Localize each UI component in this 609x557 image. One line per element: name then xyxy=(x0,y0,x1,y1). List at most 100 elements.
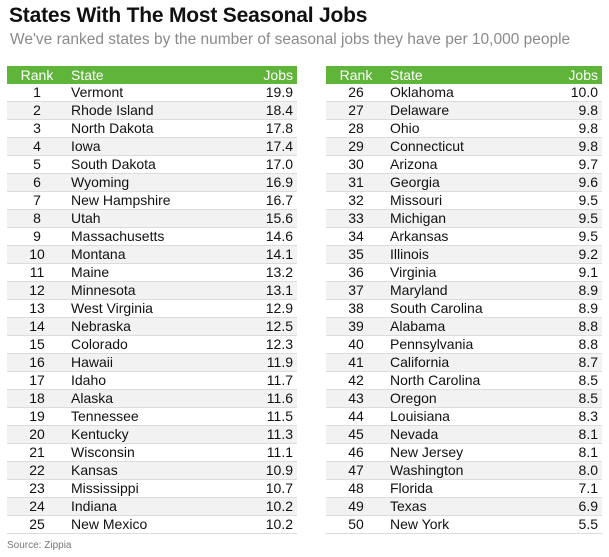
rank-cell: 22 xyxy=(7,461,67,480)
state-cell: Washington xyxy=(386,461,536,480)
table-row: 28 Ohio 9.8 xyxy=(326,119,602,138)
jobs-cell: 8.5 xyxy=(536,371,602,390)
rank-cell: 24 xyxy=(7,497,67,516)
jobs-cell: 9.6 xyxy=(536,173,602,192)
rank-cell: 2 xyxy=(7,101,67,120)
jobs-cell: 8.1 xyxy=(536,425,602,444)
jobs-cell: 11.6 xyxy=(227,389,297,408)
jobs-cell: 11.9 xyxy=(227,353,297,372)
state-cell: Delaware xyxy=(386,101,536,120)
rank-cell: 23 xyxy=(7,479,67,498)
table-row: 48 Florida 7.1 xyxy=(326,479,602,498)
rank-cell: 48 xyxy=(326,479,386,498)
column-header-jobs: Jobs xyxy=(227,66,297,84)
table-row: 39 Alabama 8.8 xyxy=(326,317,602,336)
rank-cell: 6 xyxy=(7,173,67,192)
chart-subtitle: We've ranked states by the number of sea… xyxy=(10,31,571,48)
rank-cell: 25 xyxy=(7,515,67,534)
jobs-cell: 9.5 xyxy=(536,227,602,246)
jobs-cell: 14.1 xyxy=(227,245,297,264)
rank-cell: 11 xyxy=(7,263,67,282)
rank-cell: 21 xyxy=(7,443,67,462)
table-row: 18 Alaska 11.6 xyxy=(7,389,297,408)
rank-cell: 20 xyxy=(7,425,67,444)
rank-cell: 32 xyxy=(326,191,386,210)
table-row: 10 Montana 14.1 xyxy=(7,245,297,264)
state-cell: South Dakota xyxy=(67,155,227,174)
state-cell: Alabama xyxy=(386,317,536,336)
table-row: 49 Texas 6.9 xyxy=(326,497,602,516)
table-row: 17 Idaho 11.7 xyxy=(7,371,297,390)
rank-cell: 49 xyxy=(326,497,386,516)
table-row: 14 Nebraska 12.5 xyxy=(7,317,297,336)
jobs-cell: 8.1 xyxy=(536,443,602,462)
rank-cell: 13 xyxy=(7,299,67,318)
rank-cell: 9 xyxy=(7,227,67,246)
rank-cell: 35 xyxy=(326,245,386,264)
state-cell: Nebraska xyxy=(67,317,227,336)
rank-cell: 18 xyxy=(7,389,67,408)
state-cell: Michigan xyxy=(386,209,536,228)
rank-cell: 12 xyxy=(7,281,67,300)
state-cell: Louisiana xyxy=(386,407,536,426)
rank-cell: 14 xyxy=(7,317,67,336)
table-row: 2 Rhode Island 18.4 xyxy=(7,101,297,120)
state-cell: North Dakota xyxy=(67,119,227,138)
state-cell: Indiana xyxy=(67,497,227,516)
rank-cell: 8 xyxy=(7,209,67,228)
jobs-cell: 10.7 xyxy=(227,479,297,498)
table-row: 31 Georgia 9.6 xyxy=(326,173,602,192)
jobs-cell: 8.8 xyxy=(536,335,602,354)
table-row: 33 Michigan 9.5 xyxy=(326,209,602,228)
state-cell: North Carolina xyxy=(386,371,536,390)
state-cell: Minnesota xyxy=(67,281,227,300)
state-cell: Ohio xyxy=(386,119,536,138)
column-header-state: State xyxy=(67,66,227,84)
jobs-cell: 10.2 xyxy=(227,497,297,516)
rank-cell: 5 xyxy=(7,155,67,174)
jobs-cell: 14.6 xyxy=(227,227,297,246)
table-row: 20 Kentucky 11.3 xyxy=(7,425,297,444)
state-cell: Nevada xyxy=(386,425,536,444)
rank-cell: 33 xyxy=(326,209,386,228)
table-row: 11 Maine 13.2 xyxy=(7,263,297,282)
jobs-cell: 12.9 xyxy=(227,299,297,318)
table-row: 4 Iowa 17.4 xyxy=(7,137,297,156)
rank-cell: 30 xyxy=(326,155,386,174)
jobs-cell: 9.8 xyxy=(536,119,602,138)
jobs-cell: 8.9 xyxy=(536,281,602,300)
state-cell: Iowa xyxy=(67,137,227,156)
table-row: 29 Connecticut 9.8 xyxy=(326,137,602,156)
rank-cell: 38 xyxy=(326,299,386,318)
jobs-cell: 8.9 xyxy=(536,299,602,318)
rank-cell: 34 xyxy=(326,227,386,246)
jobs-cell: 18.4 xyxy=(227,101,297,120)
state-cell: Wyoming xyxy=(67,173,227,192)
state-cell: New York xyxy=(386,515,536,534)
source-note: Source: Zippia xyxy=(7,540,72,551)
jobs-cell: 17.4 xyxy=(227,137,297,156)
state-cell: New Hampshire xyxy=(67,191,227,210)
table-row: 1 Vermont 19.9 xyxy=(7,84,297,102)
table-row: 44 Louisiana 8.3 xyxy=(326,407,602,426)
jobs-cell: 8.3 xyxy=(536,407,602,426)
table-row: 40 Pennsylvania 8.8 xyxy=(326,335,602,354)
table-row: 9 Massachusetts 14.6 xyxy=(7,227,297,246)
rank-cell: 37 xyxy=(326,281,386,300)
table-row: 3 North Dakota 17.8 xyxy=(7,119,297,138)
table-row: 22 Kansas 10.9 xyxy=(7,461,297,480)
state-cell: Kentucky xyxy=(67,425,227,444)
table-row: 12 Minnesota 13.1 xyxy=(7,281,297,300)
rank-cell: 10 xyxy=(7,245,67,264)
state-cell: Utah xyxy=(67,209,227,228)
state-cell: Oklahoma xyxy=(386,84,536,102)
rank-cell: 15 xyxy=(7,335,67,354)
jobs-cell: 13.2 xyxy=(227,263,297,282)
table-row: 16 Hawaii 11.9 xyxy=(7,353,297,372)
ranking-table-right: Rank State Jobs 26 Oklahoma 10.0 27 Delaware… xyxy=(326,66,602,534)
jobs-cell: 15.6 xyxy=(227,209,297,228)
state-cell: Maine xyxy=(67,263,227,282)
table-row: 8 Utah 15.6 xyxy=(7,209,297,228)
state-cell: California xyxy=(386,353,536,372)
state-cell: Massachusetts xyxy=(67,227,227,246)
